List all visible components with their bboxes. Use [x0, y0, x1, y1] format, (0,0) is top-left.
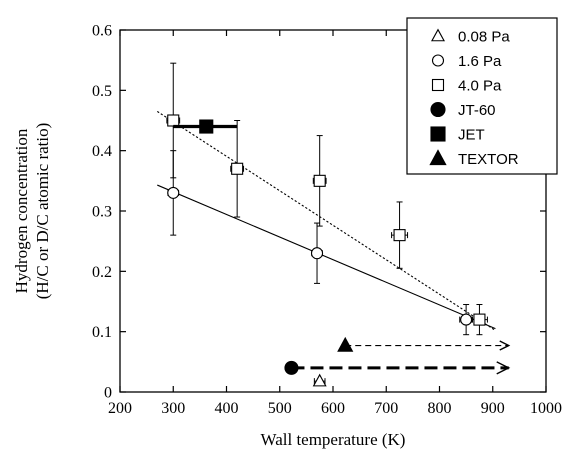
- data-point: [337, 336, 354, 352]
- series-jet: [173, 119, 238, 134]
- legend-entry-4-0-pa: 4.0 Pa: [431, 78, 502, 95]
- data-point: [284, 360, 299, 375]
- marker-triangle-open: [312, 373, 327, 387]
- axis-ticks: 200 300 400 500 600 700 800 900 1000 0 0.1 0.2 0.3 0.…: [92, 23, 562, 418]
- legend-marker: [431, 28, 445, 42]
- data-point: [167, 150, 180, 236]
- y-tick-label: 0: [104, 385, 112, 402]
- fit-line-solid: [157, 184, 496, 330]
- legend: 0.08 Pa 1.6 Pa 4.0 Pa JT-60 JET TEXTOR: [406, 17, 558, 175]
- marker-square-filled: [199, 119, 214, 134]
- legend-marker: [431, 78, 445, 92]
- data-point: [312, 135, 327, 227]
- legend-label: JT-60: [458, 102, 496, 119]
- series-0-08-pa: [312, 373, 327, 387]
- y-tick-label: 0.2: [92, 264, 112, 281]
- x-tick-label: 200: [108, 400, 132, 417]
- x-tick-label: 600: [321, 400, 345, 417]
- range-arrow-head: [496, 361, 511, 375]
- x-axis-title: Wall temperature (K): [261, 430, 406, 449]
- data-point: [310, 222, 324, 284]
- legend-label: TEXTOR: [458, 151, 519, 168]
- data-point: [230, 120, 245, 218]
- y-tick-label: 0.6: [92, 23, 112, 40]
- legend-entry-textor: TEXTOR: [429, 149, 519, 168]
- y-axis-title-line-1: Hydrogen concentration: [12, 128, 31, 293]
- data-points: [166, 62, 511, 387]
- series-jt-60: [284, 360, 511, 375]
- marker-circle-open: [460, 313, 473, 326]
- x-tick-label: 700: [374, 400, 398, 417]
- data-point: [199, 119, 214, 134]
- y-axis-title-line-2: (H/C or D/C atomic ratio): [33, 123, 52, 300]
- data-point: [391, 201, 409, 269]
- y-tick-label: 0.3: [92, 204, 112, 221]
- y-tick-label: 0.5: [92, 83, 112, 100]
- legend-marker: [429, 149, 447, 166]
- x-tick-label: 800: [428, 400, 452, 417]
- marker-square-open: [167, 114, 180, 127]
- legend-label: 0.08 Pa: [458, 29, 510, 46]
- marker-triangle-filled: [337, 336, 354, 352]
- marker-square-open: [231, 162, 244, 175]
- legend-box: [406, 17, 558, 175]
- marker-square-open: [313, 174, 326, 187]
- legend-entry-1-6-pa: 1.6 Pa: [431, 53, 502, 70]
- series-1-6-pa: [167, 150, 474, 336]
- x-tick-label: 900: [481, 400, 505, 417]
- marker-circle-filled: [284, 360, 299, 375]
- x-tick-label: 1000: [530, 400, 562, 417]
- series-textor: [337, 336, 511, 352]
- marker-square-open: [473, 313, 486, 326]
- range-arrow-head: [499, 340, 511, 351]
- legend-label: JET: [458, 127, 485, 144]
- legend-marker: [431, 54, 445, 67]
- marker-square-open: [393, 229, 406, 242]
- legend-entry-jet: JET: [430, 126, 485, 144]
- y-tick-label: 0.1: [92, 324, 112, 341]
- y-tick-label: 0.4: [92, 143, 112, 160]
- legend-marker: [430, 126, 446, 142]
- legend-label: 4.0 Pa: [458, 78, 502, 95]
- legend-entry-jt-60: JT-60: [430, 101, 496, 119]
- legend-label: 1.6 Pa: [458, 53, 502, 70]
- y-axis-title: Hydrogen concentration (H/C or D/C atomi…: [12, 123, 52, 300]
- data-point: [470, 304, 488, 336]
- marker-circle-open: [167, 186, 180, 199]
- series-4-0-pa: [166, 62, 488, 336]
- legend-entries: 0.08 Pa 1.6 Pa 4.0 Pa JT-60 JET TEXTOR: [429, 28, 519, 168]
- x-tick-label: 500: [268, 400, 292, 417]
- fit-lines: [156, 110, 496, 331]
- x-tick-label: 300: [161, 400, 185, 417]
- marker-circle-open: [310, 247, 324, 260]
- x-tick-label: 400: [215, 400, 239, 417]
- legend-entry-0-08-pa: 0.08 Pa: [431, 28, 510, 46]
- legend-marker: [430, 101, 446, 118]
- data-point: [459, 304, 474, 336]
- data-point: [312, 373, 327, 387]
